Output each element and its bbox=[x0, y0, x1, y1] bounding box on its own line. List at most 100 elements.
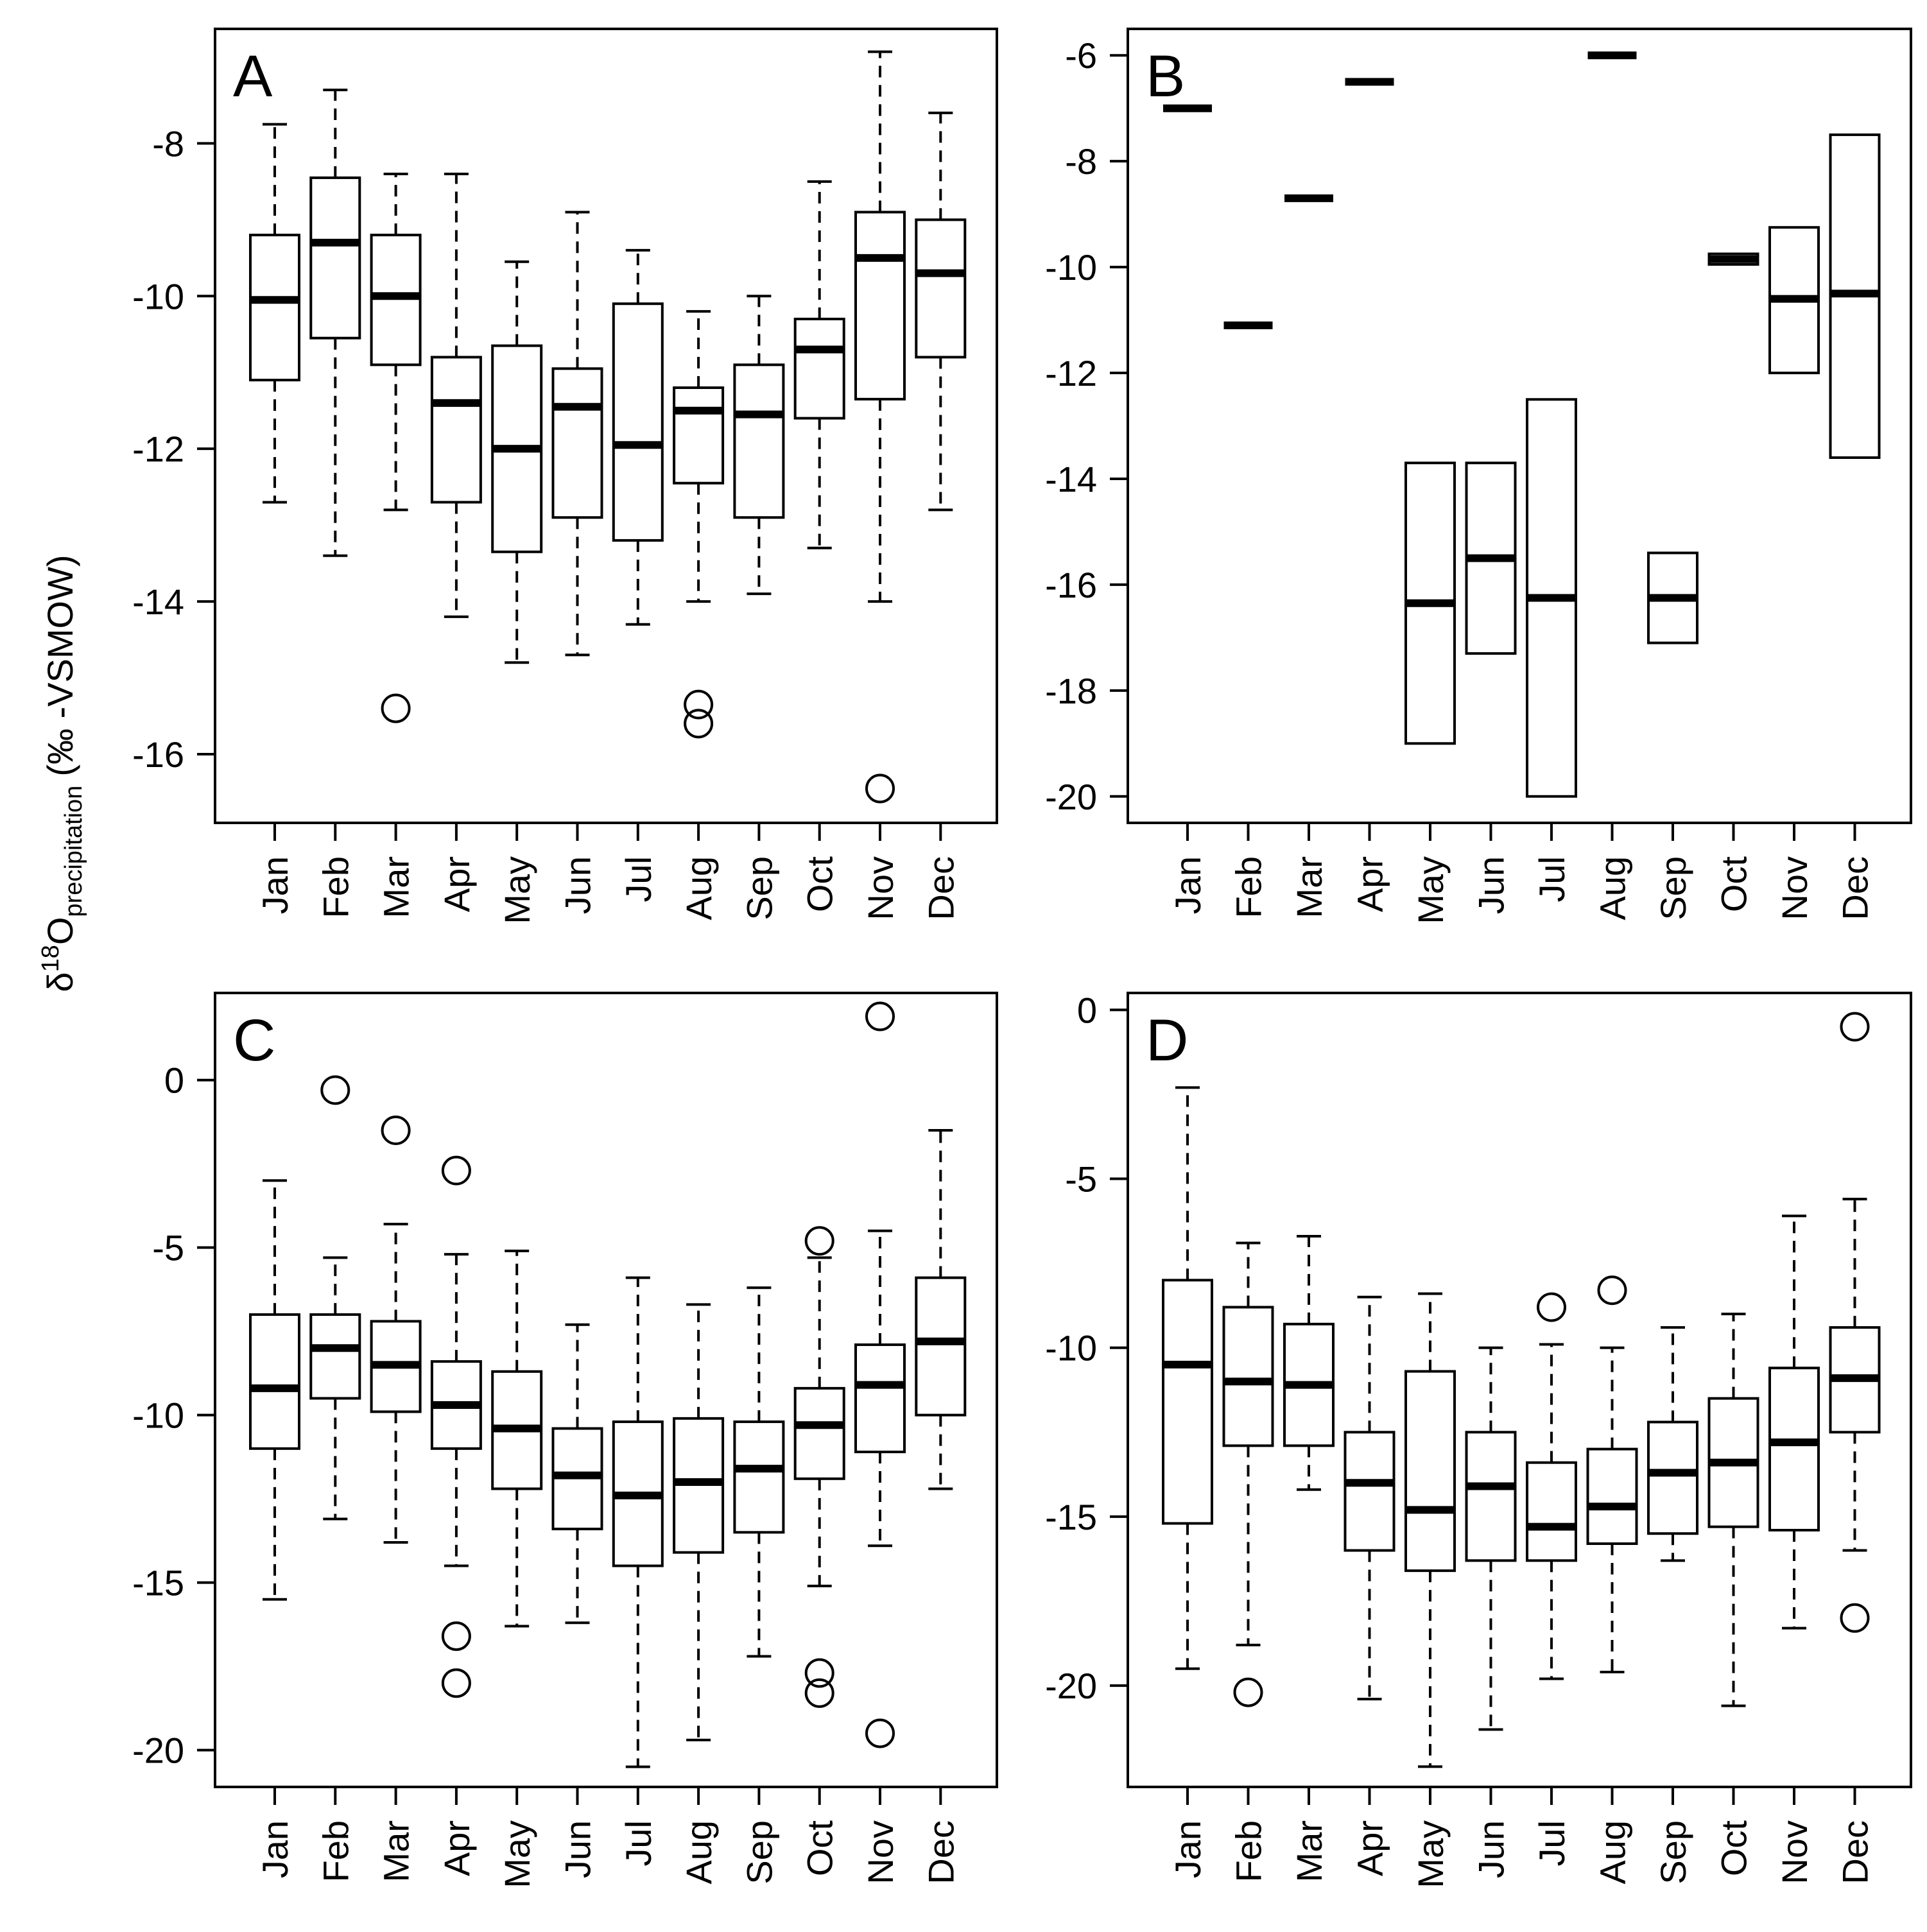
panel-c-xtick-label: Aug bbox=[678, 1820, 719, 1885]
panel-b-xtick-label: Aug bbox=[1593, 856, 1633, 920]
panel-b: B -20 -18 -16 -14 -12 -10 -8 -6 Jan Feb Mar Apr May Ju… bbox=[1045, 28, 1912, 924]
panel-d-ytick-label: 0 bbox=[1077, 990, 1097, 1030]
outlier-point bbox=[1537, 1292, 1566, 1322]
panel-c-box-aug bbox=[673, 1303, 725, 1741]
panel-d-box-mar bbox=[1283, 1234, 1335, 1491]
panel-d-box-may bbox=[1404, 1292, 1456, 1768]
box bbox=[1404, 1370, 1456, 1573]
panel-a-frame bbox=[214, 28, 998, 824]
box bbox=[854, 1343, 906, 1454]
panel-a-box-aug bbox=[673, 310, 725, 739]
box bbox=[612, 302, 664, 542]
outlier-point bbox=[1597, 1275, 1627, 1306]
panel-c: C -20 -15 -10 -5 0 Jan Feb Mar Apr May Jun Jul Aug Sep… bbox=[132, 992, 998, 1888]
panel-b-box-oct bbox=[1707, 252, 1759, 266]
panel-b-ytick-label: -10 bbox=[1045, 247, 1097, 288]
panel-a: A -16 -14 -12 -10 -8 Jan Feb Mar Apr May Jun Jul Aug S… bbox=[132, 28, 998, 924]
panel-a-ytick-label: -8 bbox=[152, 123, 184, 164]
panel-a-label: A bbox=[233, 44, 273, 109]
panel-d-box-aug bbox=[1586, 1275, 1638, 1674]
outlier-point bbox=[320, 1075, 350, 1105]
panel-c-box-jan bbox=[249, 1179, 300, 1601]
panel-a-xtick-label: Jun bbox=[558, 856, 598, 914]
outlier-point bbox=[1840, 1603, 1870, 1633]
panel-a-box-jun bbox=[551, 211, 603, 657]
panel-a-xtick-label: Jul bbox=[618, 856, 659, 902]
panel-d-box-jun bbox=[1465, 1346, 1517, 1731]
panel-c-xtick-label: Feb bbox=[315, 1820, 356, 1883]
panel-a-ytick-label: -16 bbox=[132, 734, 184, 775]
panel-c-xtick-label: Oct bbox=[800, 1820, 840, 1877]
panel-d: D -20 -15 -10 -5 0 Jan Feb Mar Apr May Jun Jul Aug Sep… bbox=[1045, 990, 1912, 1888]
box bbox=[1526, 1461, 1577, 1562]
box bbox=[854, 211, 906, 401]
panel-a-xtick-label: Sep bbox=[739, 856, 779, 920]
panel-b-xtick-label: Nov bbox=[1774, 856, 1815, 920]
y-axis-label-element: O bbox=[40, 917, 80, 945]
panel-d-xtick-label: Jun bbox=[1471, 1820, 1512, 1878]
outlier-point bbox=[804, 1226, 834, 1256]
panel-a-box-nov bbox=[854, 50, 906, 804]
panel-d-xtick-label: May bbox=[1410, 1820, 1451, 1888]
panel-a-box-jul bbox=[612, 248, 664, 626]
y-axis-label-subscript: precipitation bbox=[60, 786, 87, 917]
panel-d-xtick-label: Nov bbox=[1774, 1820, 1815, 1885]
panel-d-box-apr bbox=[1344, 1295, 1396, 1701]
panel-d-xtick-label: Feb bbox=[1229, 1820, 1269, 1883]
panel-c-ytick-label: -10 bbox=[132, 1395, 184, 1436]
panel-c-box-sep bbox=[733, 1286, 785, 1658]
panel-b-xtick-label: Jul bbox=[1532, 856, 1572, 902]
panel-b-xtick-label: Apr bbox=[1350, 856, 1390, 912]
panel-a-box-dec bbox=[915, 111, 967, 512]
panel-a-xtick-label: Mar bbox=[376, 856, 417, 918]
box bbox=[793, 317, 845, 420]
panel-c-ytick-label: -5 bbox=[152, 1228, 184, 1268]
box bbox=[1768, 1367, 1820, 1531]
panel-c-ytick-label: -20 bbox=[132, 1730, 184, 1771]
panel-a-xtick-label: Apr bbox=[436, 856, 477, 912]
box bbox=[1465, 1431, 1517, 1562]
panel-c-box-jul bbox=[612, 1276, 664, 1768]
box bbox=[249, 1313, 300, 1450]
box bbox=[915, 1276, 967, 1417]
panel-b-box-may bbox=[1404, 461, 1456, 745]
outlier-point bbox=[804, 1658, 834, 1688]
panel-c-xtick-label: Jan bbox=[255, 1820, 295, 1878]
panel-c-box-oct bbox=[793, 1226, 845, 1708]
panel-c-box-may bbox=[491, 1249, 543, 1628]
outlier-point bbox=[684, 709, 714, 739]
panel-c-xtick-label: Sep bbox=[739, 1820, 779, 1885]
panel-b-ytick-label: -8 bbox=[1065, 141, 1097, 182]
panel-d-xtick-label: Mar bbox=[1289, 1820, 1329, 1882]
panel-a-box-jan bbox=[249, 123, 300, 504]
outlier-point bbox=[1840, 1012, 1870, 1042]
panel-c-ytick-label: 0 bbox=[164, 1060, 184, 1101]
panel-d-xtick-label: Apr bbox=[1350, 1820, 1390, 1876]
panel-d-xtick-label: Jan bbox=[1168, 1820, 1208, 1878]
panel-a-box-may bbox=[491, 260, 543, 664]
box bbox=[1647, 1420, 1698, 1535]
panel-a-xtick-label: Jan bbox=[255, 856, 295, 914]
panel-d-ytick-label: -10 bbox=[1045, 1328, 1097, 1368]
panel-d-box-dec bbox=[1829, 1012, 1881, 1633]
panel-c-ytick-label: -15 bbox=[132, 1563, 184, 1603]
panel-d-box-jul bbox=[1526, 1292, 1577, 1680]
panel-b-ytick-label: -16 bbox=[1045, 565, 1097, 605]
panel-b-xtick-label: Feb bbox=[1229, 856, 1269, 919]
panel-a-xtick-label: Feb bbox=[315, 856, 356, 919]
panel-b-xtick-label: Oct bbox=[1714, 856, 1754, 913]
panel-d-ytick-label: -20 bbox=[1045, 1666, 1097, 1706]
outlier-point bbox=[865, 773, 895, 804]
panel-b-ytick-label: -18 bbox=[1045, 671, 1097, 711]
panel-d-xtick-label: Aug bbox=[1593, 1820, 1633, 1885]
box bbox=[309, 176, 361, 340]
panel-c-xtick-label: Jul bbox=[618, 1820, 659, 1867]
panel-a-ytick-label: -14 bbox=[132, 582, 184, 622]
panel-b-box-dec bbox=[1829, 133, 1881, 459]
panel-d-frame bbox=[1127, 992, 1912, 1788]
outlier-point bbox=[804, 1678, 834, 1708]
panel-a-box-oct bbox=[793, 180, 845, 549]
panel-c-box-jun bbox=[551, 1323, 603, 1625]
panels: A -16 -14 -12 -10 -8 Jan Feb Mar Apr May Jun Jul Aug S… bbox=[132, 28, 1912, 1888]
panel-b-ytick-label: -20 bbox=[1045, 777, 1097, 817]
